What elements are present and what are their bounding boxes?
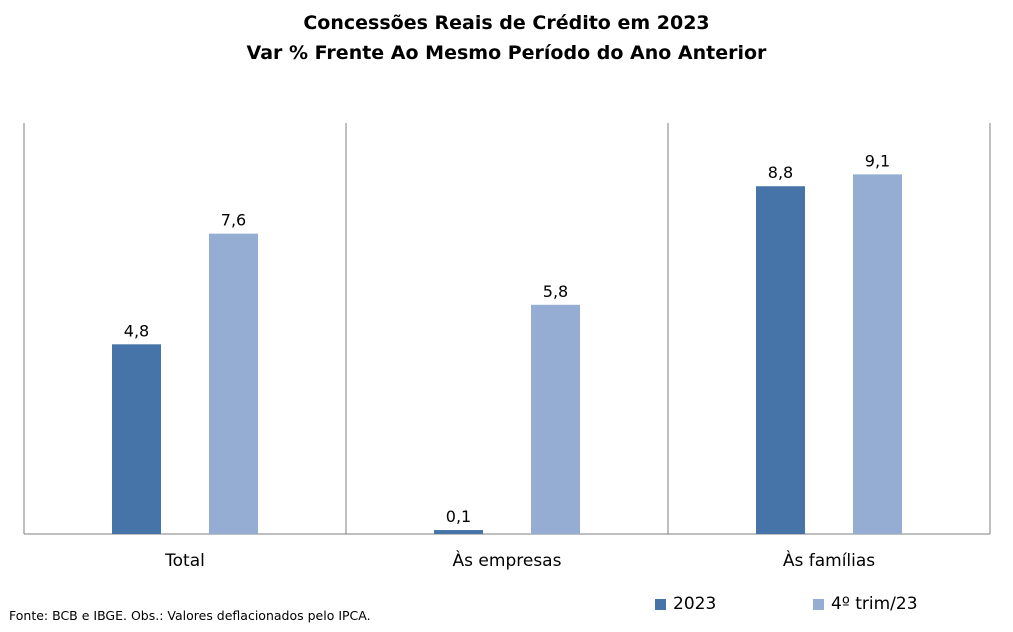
bar-4trim23-2 — [853, 174, 902, 534]
legend-label-2023: 2023 — [673, 594, 717, 614]
legend-label-4trim23: 4º trim/23 — [831, 594, 918, 614]
data-label: 5,8 — [543, 282, 568, 301]
chart-subtitle: Var % Frente Ao Mesmo Período do Ano Ant… — [246, 42, 767, 64]
chart-title: Concessões Reais de Crédito em 2023 — [303, 12, 710, 34]
category-label: Às famílias — [783, 549, 875, 571]
data-label: 4,8 — [124, 321, 149, 340]
source-note: Fonte: BCB e IBGE. Obs.: Valores deflaci… — [9, 608, 371, 623]
data-label: 9,1 — [865, 151, 890, 170]
category-label: Às empresas — [453, 549, 562, 571]
data-label: 8,8 — [768, 163, 793, 182]
legend-item-2023: 2023 — [655, 594, 716, 614]
data-label: 0,1 — [446, 507, 471, 526]
legend-swatch-4trim23 — [813, 598, 824, 610]
legend-swatch-2023 — [655, 598, 666, 610]
category-label: Total — [164, 551, 205, 571]
legend-item-4trim23: 4º trim/23 — [813, 594, 918, 614]
data-label: 7,6 — [221, 211, 246, 230]
bar-2023-1 — [434, 530, 483, 534]
bar-4trim23-0 — [209, 233, 258, 534]
bar-2023-2 — [756, 186, 805, 534]
bar-2023-0 — [112, 344, 161, 534]
bar-4trim23-1 — [531, 304, 580, 534]
